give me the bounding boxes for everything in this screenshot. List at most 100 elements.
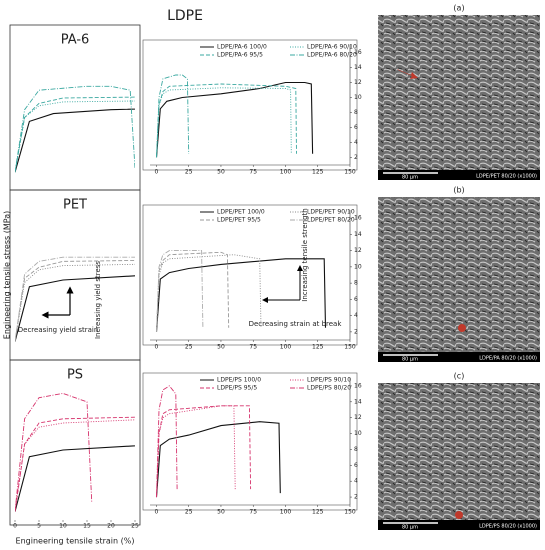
y-tick-label: 6 bbox=[354, 296, 358, 303]
image-label: (b) bbox=[453, 186, 464, 195]
x-tick-label: 20 bbox=[107, 523, 115, 530]
x-tick-label: 0 bbox=[155, 509, 159, 516]
x-tick-label: 75 bbox=[249, 169, 257, 176]
image-caption: LDPE/PET 80/20 (x1000) bbox=[476, 174, 537, 180]
x-tick-label: 25 bbox=[185, 344, 193, 351]
x-tick-label: 150 bbox=[344, 169, 356, 176]
panel-title: PET bbox=[63, 198, 87, 213]
panel-box bbox=[9, 359, 141, 526]
zoom-plot bbox=[15, 256, 135, 342]
x-tick-label: 75 bbox=[249, 509, 257, 516]
series-line bbox=[156, 83, 297, 158]
legend-label: LDPE/PA-6 80/20 bbox=[307, 52, 357, 59]
x-tick-label: 50 bbox=[217, 169, 225, 176]
plot-frame bbox=[142, 204, 358, 346]
y-tick-label: 8 bbox=[354, 280, 358, 287]
x-tick-label: 125 bbox=[312, 509, 324, 516]
x-tick-label: 25 bbox=[185, 509, 193, 516]
y-tick-label: 10 bbox=[354, 430, 362, 437]
image-label: (a) bbox=[453, 4, 464, 13]
y-tick-label: 16 bbox=[354, 215, 362, 222]
plot-frame bbox=[142, 372, 358, 511]
y-tick-label: 16 bbox=[354, 382, 362, 389]
series-line bbox=[155, 421, 281, 498]
x-tick-label: 100 bbox=[280, 344, 292, 351]
x-axis-label: Engineering tensile strain (%) bbox=[16, 537, 135, 546]
series-line bbox=[156, 385, 178, 498]
x-tick-label: 5 bbox=[37, 523, 41, 530]
annotation: Decreasing yield strain bbox=[18, 326, 99, 334]
y-tick-label: 14 bbox=[354, 231, 362, 238]
panel-title: PS bbox=[67, 368, 83, 383]
annotation: Increasing tensile strength bbox=[301, 208, 309, 301]
scale-label: 80 µm bbox=[402, 525, 418, 531]
legend-label: LDPE/PA-6 90/10 bbox=[307, 44, 357, 51]
x-tick-label: 100 bbox=[280, 169, 292, 176]
x-tick-label: 100 bbox=[280, 509, 292, 516]
caption-bar bbox=[378, 170, 540, 180]
x-tick-label: 0 bbox=[155, 169, 159, 176]
x-tick-label: 50 bbox=[217, 509, 225, 516]
y-tick-label: 10 bbox=[354, 94, 362, 101]
series-line-zoom bbox=[15, 392, 93, 512]
sem-image bbox=[378, 197, 540, 362]
legend-label: LDPE/PS 80/20 bbox=[307, 385, 351, 392]
x-tick-label: 125 bbox=[312, 169, 324, 176]
x-tick-label: 150 bbox=[344, 509, 356, 516]
sem-image bbox=[378, 383, 540, 530]
x-tick-label: 15 bbox=[83, 523, 91, 530]
figure-title: LDPE bbox=[167, 8, 203, 24]
y-tick-label: 14 bbox=[354, 64, 362, 71]
series-line-zoom bbox=[15, 275, 135, 342]
sem-image bbox=[378, 15, 540, 180]
legend-label: LDPE/PET 95/5 bbox=[217, 217, 261, 224]
legend-label: LDPE/PS 95/5 bbox=[217, 385, 257, 392]
y-tick-label: 2 bbox=[354, 154, 358, 161]
panel-box bbox=[9, 24, 141, 191]
caption-bar bbox=[378, 520, 540, 530]
series-line bbox=[156, 254, 262, 332]
y-tick-label: 8 bbox=[354, 109, 358, 116]
y-tick-label: 6 bbox=[354, 462, 358, 469]
y-tick-label: 16 bbox=[354, 49, 362, 56]
series-line bbox=[156, 405, 236, 498]
legend-label: LDPE/PS 90/10 bbox=[307, 377, 351, 384]
zoom-plot bbox=[15, 85, 135, 173]
y-tick-label: 2 bbox=[354, 328, 358, 335]
y-tick-label: 12 bbox=[354, 414, 362, 421]
legend-label: LDPE/PA-6 100/0 bbox=[217, 44, 267, 51]
y-tick-label: 2 bbox=[354, 494, 358, 501]
x-tick-label: 10 bbox=[59, 523, 67, 530]
legend-label: LDPE/PET 90/10 bbox=[307, 209, 355, 216]
series-line bbox=[155, 81, 314, 158]
y-tick-label: 6 bbox=[354, 124, 358, 131]
y-tick-label: 4 bbox=[354, 478, 358, 485]
y-tick-label: 10 bbox=[354, 263, 362, 270]
legend-label: LDPE/PS 100/0 bbox=[217, 377, 261, 384]
panel-title: PA-6 bbox=[61, 33, 90, 48]
plot-frame bbox=[142, 39, 358, 171]
series-line bbox=[156, 250, 204, 332]
scale-label: 80 µm bbox=[402, 357, 418, 363]
x-tick-label: 0 bbox=[155, 344, 159, 351]
series-line-zoom bbox=[15, 263, 135, 342]
series-line-zoom bbox=[15, 416, 135, 512]
x-tick-label: 25 bbox=[185, 169, 193, 176]
series-line bbox=[156, 251, 230, 332]
series-line-zoom bbox=[15, 85, 135, 173]
x-tick-label: 75 bbox=[249, 344, 257, 351]
annotation: Decreasing strain at break bbox=[249, 320, 343, 328]
x-tick-label: 125 bbox=[312, 344, 324, 351]
x-tick-label: 50 bbox=[217, 344, 225, 351]
series-line-zoom bbox=[15, 256, 135, 342]
y-tick-label: 4 bbox=[354, 139, 358, 146]
y-tick-label: 4 bbox=[354, 312, 358, 319]
x-tick-label: 25 bbox=[131, 523, 139, 530]
series-line-zoom bbox=[15, 108, 135, 173]
marker bbox=[397, 69, 418, 79]
series-line bbox=[156, 74, 190, 158]
image-caption: LDPE/PS 80/20 (x1000) bbox=[479, 524, 537, 530]
legend-label: LDPE/PET 80/20 bbox=[307, 217, 355, 224]
image-caption: LDPE/PA 80/20 (x1000) bbox=[479, 356, 537, 362]
